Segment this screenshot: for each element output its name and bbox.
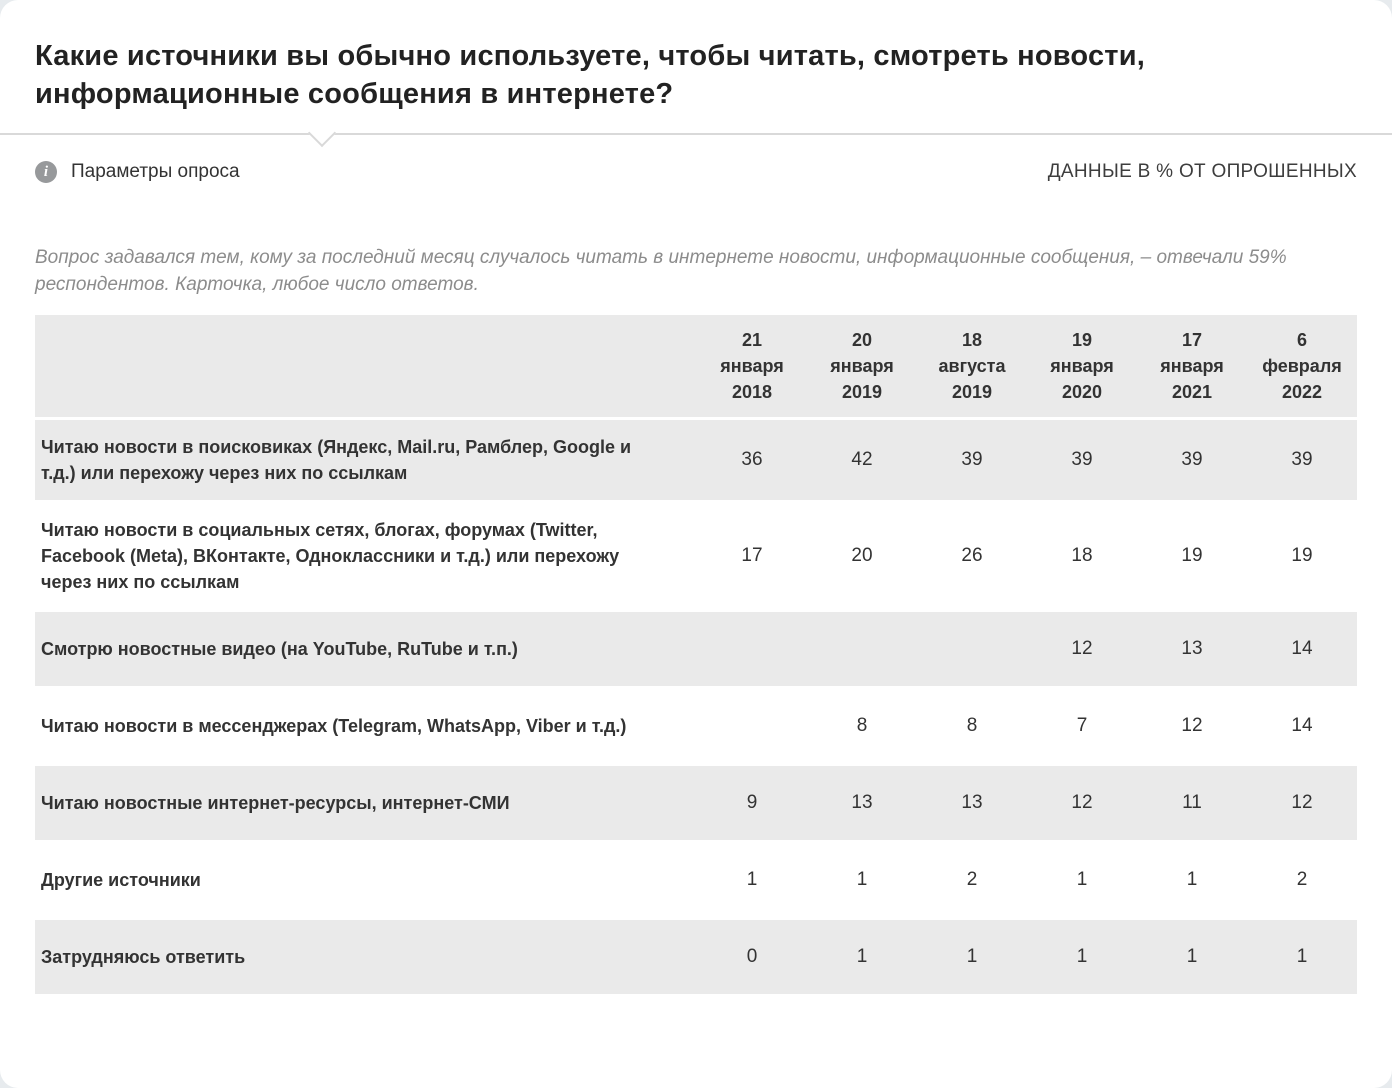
value-cell: 9: [746, 792, 758, 814]
table-row: Читаю новости в социальных сетях, блогах…: [35, 503, 1357, 610]
table-row: Читаю новостные интернет-ресурсы, интерн…: [35, 766, 1357, 841]
value-cell: [917, 612, 1027, 686]
survey-params-tab[interactable]: i Параметры опроса: [35, 161, 240, 184]
column-header-date: 18 августа 2019: [938, 329, 1006, 402]
value-cell: 1: [856, 869, 868, 891]
info-icon: i: [35, 161, 57, 184]
value-cell: 12: [1291, 792, 1313, 814]
column-header-date: 19 января 2020: [1050, 329, 1114, 402]
value-cell: 13: [851, 792, 873, 814]
value-cell: 2: [966, 869, 978, 891]
row-label: Затрудняюсь ответить: [41, 947, 246, 968]
survey-params-label: Параметры опроса: [71, 161, 240, 183]
value-cell: 12: [1071, 792, 1093, 814]
value-cell: 7: [1076, 715, 1088, 737]
value-cell: 12: [1071, 638, 1093, 660]
value-cell: 42: [851, 448, 873, 470]
value-cell: 8: [856, 715, 868, 737]
value-cell: 39: [961, 448, 983, 470]
table-corner-cell: [35, 315, 697, 417]
value-cell: 8: [966, 715, 978, 737]
row-label: Смотрю новостные видео (на YouTube, RuTu…: [41, 639, 518, 660]
column-header-date: 20 января 2019: [830, 329, 894, 402]
value-cell: 20: [851, 545, 873, 567]
page-title: Какие источники вы обычно используете, ч…: [35, 40, 1145, 110]
table-row: Читаю новости в поисковиках (Яндекс, Mai…: [35, 419, 1357, 501]
value-cell: 1: [1076, 946, 1088, 968]
value-cell: 11: [1182, 792, 1202, 814]
meta-row: i Параметры опроса ДАННЫЕ В % ОТ ОПРОШЕН…: [35, 161, 1357, 184]
table-row: Затрудняюсь ответить 0 1 1 1 1 1: [35, 920, 1357, 995]
value-cell: 13: [1181, 638, 1203, 660]
value-cell: 0: [746, 946, 758, 968]
value-cell: 1: [746, 869, 758, 891]
table-row: Читаю новости в мессенджерах (Telegram, …: [35, 689, 1357, 764]
column-header-date: 21 января 2018: [720, 329, 784, 402]
units-label: ДАННЫЕ В % ОТ ОПРОШЕННЫХ: [1047, 161, 1357, 183]
value-cell: 1: [1186, 869, 1198, 891]
value-cell: 1: [1076, 869, 1088, 891]
results-table: 21 января 2018 20 января 2019 18 августа 2…: [35, 314, 1357, 995]
value-cell: 14: [1291, 715, 1313, 737]
row-label: Читаю новости в поисковиках (Яндекс, Mai…: [41, 436, 632, 483]
row-label: Читаю новости в мессенджерах (Telegram, …: [41, 716, 627, 737]
value-cell: 36: [741, 448, 763, 470]
value-cell: [807, 612, 917, 686]
tab-pointer-notch-icon: [307, 119, 337, 148]
value-cell: 12: [1181, 715, 1203, 737]
table-header-row: 21 января 2018 20 января 2019 18 августа 2…: [35, 314, 1357, 417]
value-cell: 39: [1181, 448, 1203, 470]
row-label: Другие источники: [41, 870, 201, 891]
value-cell: 1: [966, 946, 978, 968]
value-cell: [697, 612, 807, 686]
value-cell: 1: [1186, 946, 1198, 968]
value-cell: 14: [1291, 638, 1313, 660]
value-cell: [697, 689, 807, 763]
table-row: Смотрю новостные видео (на YouTube, RuTu…: [35, 612, 1357, 687]
value-cell: 19: [1181, 545, 1203, 567]
value-cell: 39: [1291, 448, 1313, 470]
value-cell: 1: [1296, 946, 1308, 968]
value-cell: 1: [856, 946, 868, 968]
divider: [0, 119, 1392, 148]
value-cell: 18: [1071, 545, 1093, 567]
column-header-date: 17 января 2021: [1160, 329, 1224, 402]
value-cell: 13: [961, 792, 983, 814]
value-cell: 26: [961, 545, 983, 567]
question-note: Вопрос задавался тем, кому за последний …: [35, 247, 1287, 295]
row-label: Читаю новостные интернет-ресурсы, интерн…: [41, 793, 510, 814]
value-cell: 2: [1296, 869, 1308, 891]
column-header-date: 6 февраля 2022: [1262, 329, 1342, 402]
row-label: Читаю новости в социальных сетях, блогах…: [41, 520, 620, 593]
value-cell: 39: [1071, 448, 1093, 470]
table-row: Другие источники 1 1 2 1 1 2: [35, 843, 1357, 918]
value-cell: 17: [741, 545, 763, 567]
value-cell: 19: [1291, 545, 1313, 567]
